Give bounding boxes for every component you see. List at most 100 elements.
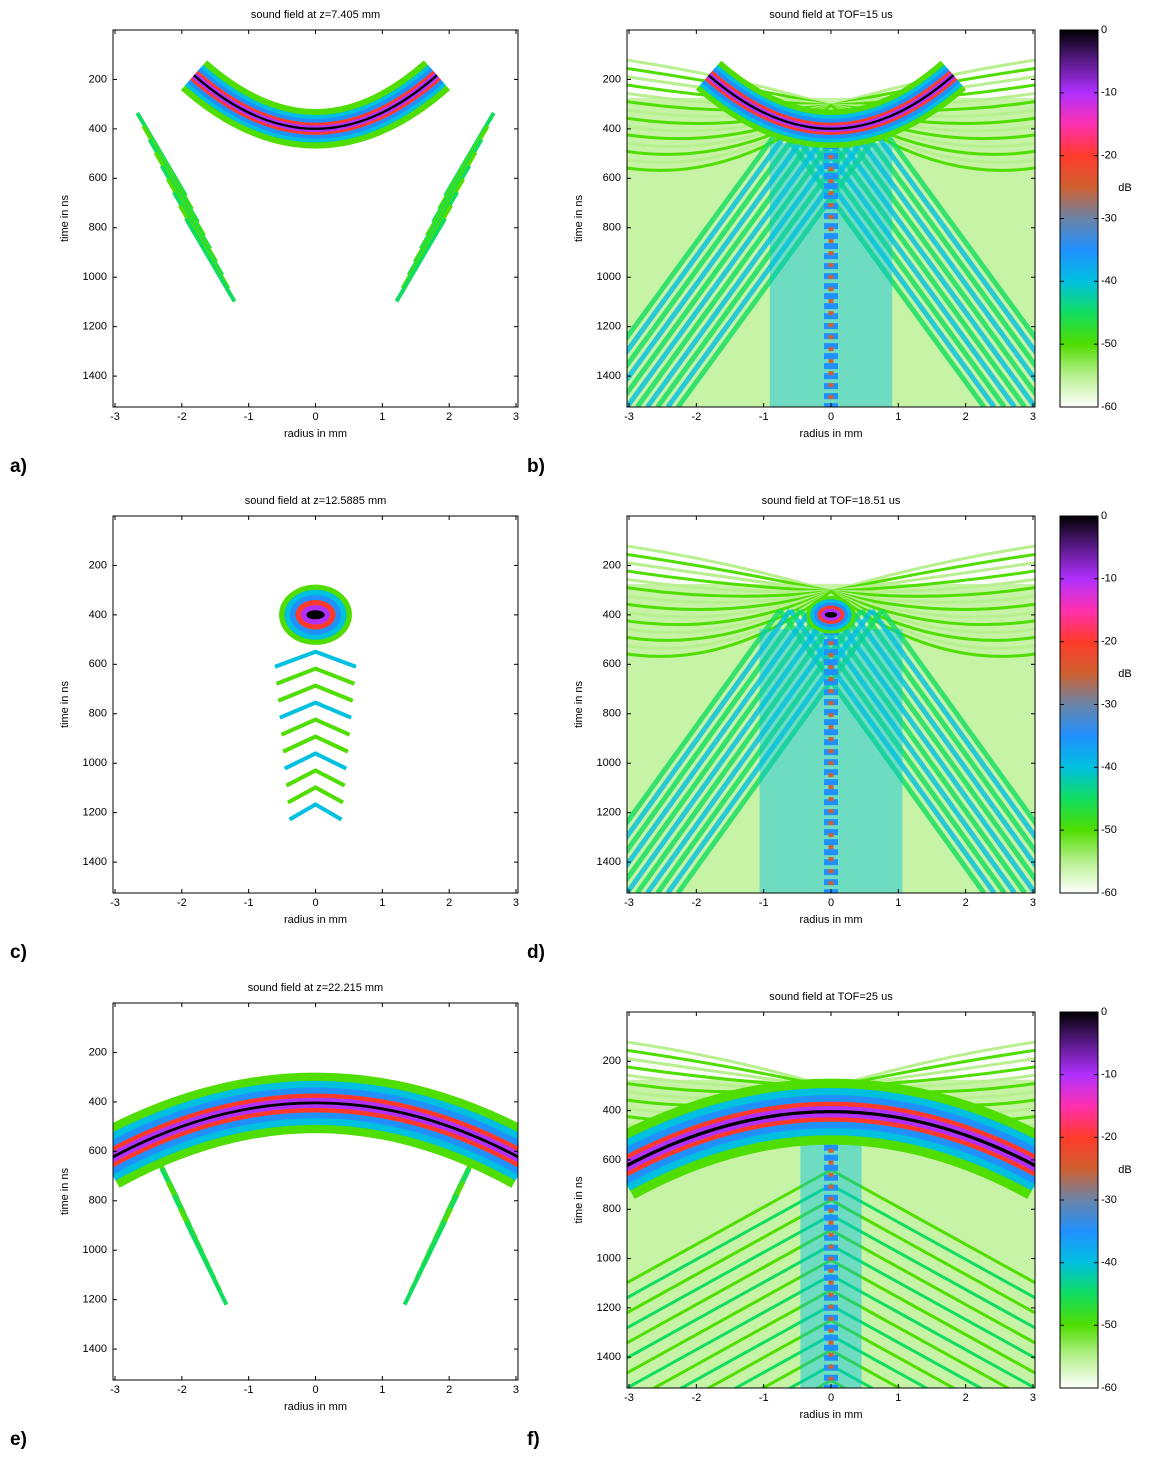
field-pattern	[286, 785, 345, 805]
field-pattern	[839, 608, 1035, 884]
x-axis-label: radius in mm	[800, 1409, 863, 1421]
chart-title: sound field at z=22.215 mm	[248, 982, 383, 994]
y-tick-label: 1000	[83, 757, 107, 769]
heatmap	[135, 60, 496, 303]
x-tick-label: -1	[759, 411, 769, 423]
field-pattern	[869, 608, 1035, 841]
panel: sound field at TOF=25 us radius in mm time…	[527, 991, 1132, 1450]
panel-label: d)	[527, 942, 545, 963]
x-tick-label: 3	[1030, 411, 1036, 423]
x-tick-label: -1	[244, 411, 254, 423]
field-pattern	[635, 126, 844, 407]
x-tick-label: 3	[513, 897, 519, 909]
y-tick-label: 400	[89, 123, 107, 135]
x-tick-label: -1	[244, 1384, 254, 1396]
colorbar-tick-label: -40	[1101, 761, 1117, 773]
x-axis-label: radius in mm	[800, 428, 863, 440]
field-pattern	[113, 1101, 518, 1159]
panel: sound field at z=22.215 mm radius in mm ti…	[10, 982, 519, 1450]
colorbar-label: dB	[1118, 1164, 1131, 1176]
field-pattern	[627, 1109, 1035, 1168]
panel-label: c)	[10, 942, 27, 963]
colorbar-tick-label: 0	[1101, 1006, 1107, 1018]
y-tick-label: 1200	[597, 321, 621, 333]
x-tick-label: -3	[624, 897, 634, 909]
x-tick-label: 1	[895, 897, 901, 909]
chart-title: sound field at z=7.405 mm	[251, 9, 380, 21]
y-tick-label: 800	[603, 708, 621, 720]
x-tick-label: -2	[177, 897, 187, 909]
field-pattern	[828, 608, 1035, 893]
y-tick-label: 1200	[597, 1302, 621, 1314]
panel-label: b)	[527, 456, 545, 477]
y-axis-label: time in ns	[573, 194, 585, 242]
panel: sound field at TOF=18.51 us radius in mm t…	[527, 495, 1132, 963]
x-tick-label: 1	[379, 411, 385, 423]
heatmap	[274, 584, 357, 822]
x-tick-label: 2	[446, 1384, 452, 1396]
colorbar-tick-label: -40	[1101, 1257, 1117, 1269]
colorbar	[1059, 29, 1099, 408]
field-pattern	[808, 126, 1017, 407]
field-pattern	[627, 126, 783, 342]
field-pattern	[184, 217, 237, 303]
x-axis-label: radius in mm	[284, 914, 347, 926]
panel-label: f)	[527, 1429, 540, 1450]
y-tick-label: 800	[603, 222, 621, 234]
x-tick-label: 2	[446, 897, 452, 909]
y-axis-label: time in ns	[59, 1167, 71, 1215]
panel-label: a)	[10, 456, 27, 477]
y-axis-label: time in ns	[59, 194, 71, 242]
field-pattern	[627, 103, 1035, 172]
chart-title: sound field at TOF=18.51 us	[762, 495, 901, 507]
field-pattern	[402, 1220, 447, 1306]
x-tick-label: -2	[691, 1392, 701, 1404]
field-pattern	[279, 700, 352, 720]
x-tick-label: -3	[624, 411, 634, 423]
field-pattern	[665, 608, 874, 893]
y-tick-label: 600	[603, 1154, 621, 1166]
panel: sound field at z=12.5885 mm radius in mm t…	[10, 495, 519, 963]
x-tick-label: 3	[513, 1384, 519, 1396]
heatmap	[627, 544, 1035, 893]
x-tick-label: 0	[312, 411, 318, 423]
y-tick-label: 1400	[83, 856, 107, 868]
colorbar-tick-label: -50	[1101, 1319, 1117, 1331]
field-pattern	[645, 608, 854, 893]
colorbar-tick-label: -40	[1101, 275, 1117, 287]
colorbar	[1059, 1011, 1099, 1389]
chart-title: sound field at z=12.5885 mm	[245, 495, 387, 507]
colorbar-tick-label: -50	[1101, 338, 1117, 350]
x-tick-label: -2	[691, 897, 701, 909]
y-axis-label: time in ns	[59, 680, 71, 728]
field-pattern	[285, 768, 346, 788]
y-tick-label: 200	[603, 1055, 621, 1067]
x-axis-label: radius in mm	[284, 428, 347, 440]
field-pattern	[707, 74, 955, 130]
colorbar-tick-label: -10	[1101, 1069, 1117, 1081]
field-pattern	[627, 126, 813, 384]
x-tick-label: -2	[177, 411, 187, 423]
x-tick-label: 1	[895, 1392, 901, 1404]
field-pattern	[655, 608, 864, 893]
y-tick-label: 200	[89, 559, 107, 571]
field-pattern	[777, 126, 987, 407]
field-pattern	[283, 751, 348, 771]
field-pattern	[277, 683, 354, 703]
field-pattern	[274, 649, 357, 669]
colorbar-tick-label: -50	[1101, 824, 1117, 836]
y-tick-label: 1400	[597, 856, 621, 868]
colorbar-label: dB	[1118, 182, 1131, 194]
colorbar-tick-label: -30	[1101, 1194, 1117, 1206]
y-tick-label: 1000	[597, 757, 621, 769]
colorbar-tick-label: -60	[1101, 887, 1117, 899]
y-tick-label: 200	[603, 559, 621, 571]
y-tick-label: 1200	[83, 1294, 107, 1306]
field-pattern	[184, 1220, 229, 1306]
x-tick-label: 2	[963, 411, 969, 423]
x-tick-label: 0	[828, 1392, 834, 1404]
field-pattern	[635, 608, 844, 893]
x-tick-label: 1	[379, 897, 385, 909]
